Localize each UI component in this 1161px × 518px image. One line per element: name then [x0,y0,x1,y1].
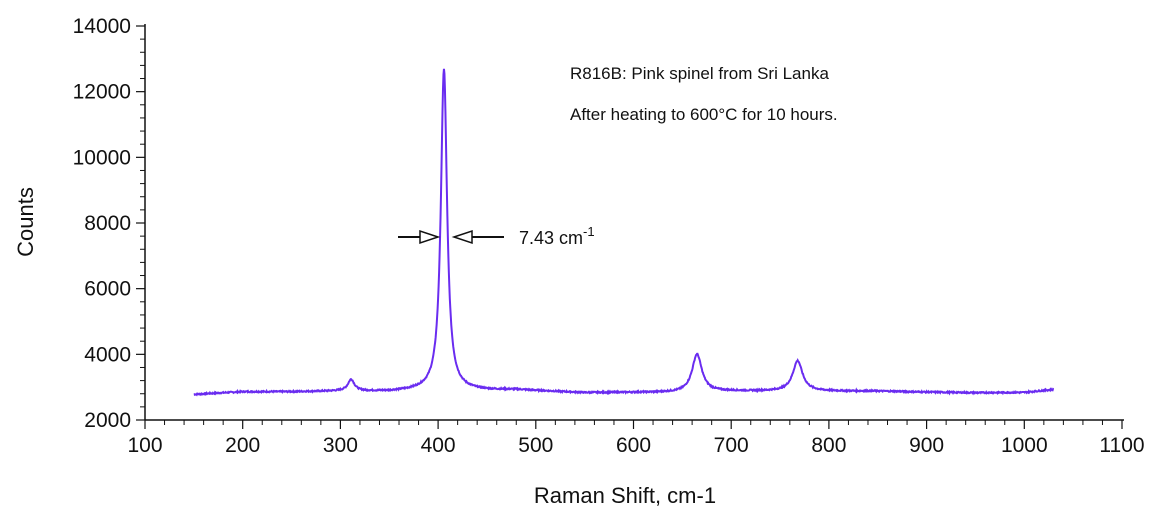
fwhm-marker: 7.43 cm-1 [398,224,595,248]
fwhm-exponent: -1 [583,224,595,239]
x-tick-label: 600 [616,434,651,457]
axes [144,24,1124,421]
x-tick-label: 1000 [1001,434,1048,457]
fwhm-right-arrow-head [451,229,473,245]
y-axis-label: Counts [13,187,38,257]
y-tick-label: 14000 [73,15,131,38]
x-tick-label: 800 [811,434,846,457]
annotation-line-2: After heating to 600°C for 10 hours. [570,105,838,124]
fwhm-label: 7.43 cm-1 [519,224,595,248]
y-tick-label: 6000 [84,278,131,301]
y-tick-label: 8000 [84,212,131,235]
annotation-line-1: R816B: Pink spinel from Sri Lanka [570,64,829,83]
x-tick-label: 900 [909,434,944,457]
x-axis-ticks: 100 200 300 400 500 600 700 800 900 1000 1100 [127,420,1145,457]
fwhm-value: 7.43 cm [519,228,583,248]
x-tick-label: 700 [714,434,749,457]
x-tick-label: 1100 [1099,434,1144,457]
y-tick-label: 10000 [73,146,131,169]
x-tick-label: 100 [127,434,162,457]
x-axis-label: Raman Shift, cm-1 [534,483,716,508]
x-tick-label: 300 [323,434,358,457]
y-tick-label: 4000 [84,343,131,366]
series-line [193,68,1055,397]
fwhm-left-arrow-head [419,229,441,245]
x-tick-label: 500 [518,434,553,457]
y-axis-ticks: 2000 4000 6000 8000 10000 12000 14000 [73,15,145,432]
x-tick-label: 200 [225,434,260,457]
y-tick-label: 2000 [84,409,131,432]
x-tick-label: 400 [421,434,456,457]
y-tick-label: 12000 [73,81,131,104]
